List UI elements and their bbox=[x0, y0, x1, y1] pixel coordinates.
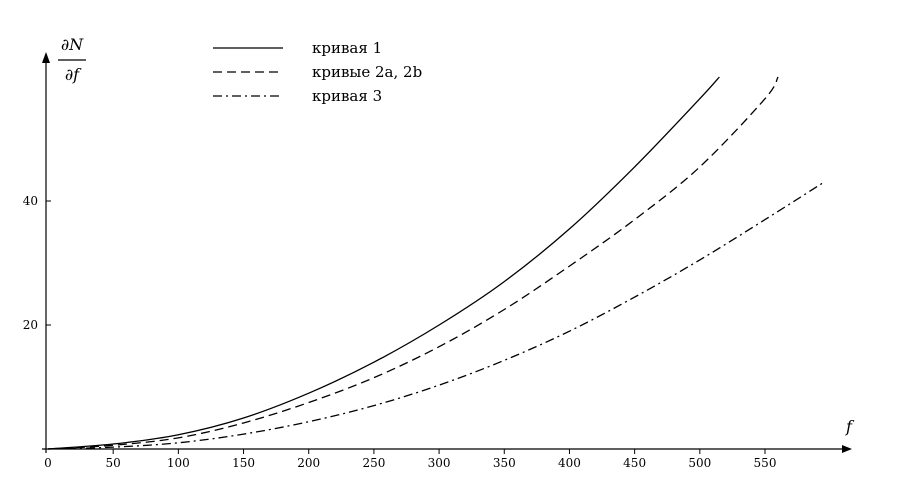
y-tick-label: 40 bbox=[23, 194, 38, 208]
x-tick-label: 250 bbox=[362, 456, 385, 470]
series-line-3 bbox=[47, 181, 825, 450]
y-axis-label: ∂N ∂f bbox=[58, 35, 86, 84]
y-axis-label-denominator: ∂f bbox=[65, 65, 82, 84]
x-tick-label: 550 bbox=[754, 456, 777, 470]
y-tick-label: 20 bbox=[23, 318, 38, 332]
x-tick-label: 300 bbox=[428, 456, 451, 470]
legend: кривая 1 кривые 2a, 2b кривая 3 bbox=[213, 39, 422, 105]
x-tick-label: 0 bbox=[44, 456, 52, 470]
series-layer bbox=[47, 76, 825, 450]
x-axis-label: f bbox=[845, 417, 855, 436]
axes bbox=[42, 52, 852, 453]
x-tick-label: 350 bbox=[493, 456, 516, 470]
x-tick-label: 100 bbox=[167, 456, 190, 470]
series-line-1 bbox=[47, 76, 720, 450]
series-line-2 bbox=[47, 76, 779, 450]
x-tick-label: 500 bbox=[688, 456, 711, 470]
legend-label-3: кривая 3 bbox=[312, 87, 382, 105]
x-axis-arrow bbox=[842, 445, 852, 453]
legend-label-1: кривая 1 bbox=[312, 39, 382, 57]
x-tick-label: 200 bbox=[297, 456, 320, 470]
x-ticks: 0 50 100 150 200 250 300 350 400 450 500 550 bbox=[44, 449, 776, 470]
y-axis-arrow bbox=[42, 52, 50, 63]
x-tick-label: 50 bbox=[106, 456, 121, 470]
y-axis-label-numerator: ∂N bbox=[61, 35, 84, 54]
x-tick-label: 450 bbox=[623, 456, 646, 470]
legend-label-2: кривые 2a, 2b bbox=[312, 63, 422, 81]
x-tick-label: 150 bbox=[232, 456, 255, 470]
x-tick-label: 400 bbox=[558, 456, 581, 470]
